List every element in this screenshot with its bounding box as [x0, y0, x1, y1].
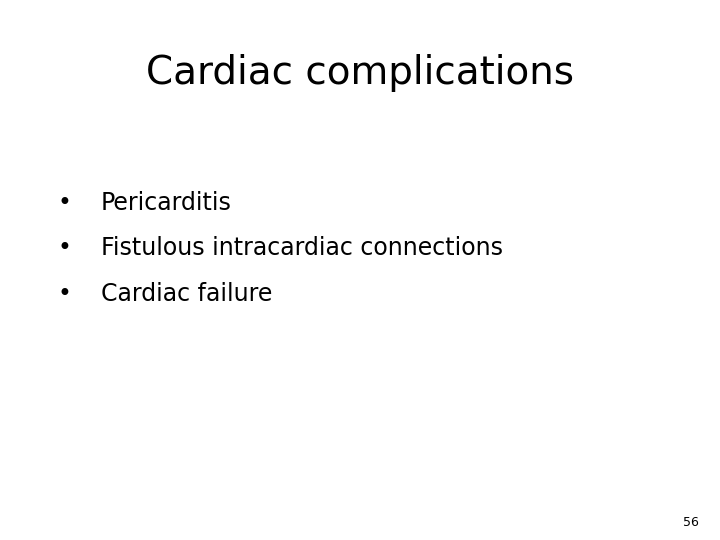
Text: •: •	[58, 237, 72, 260]
Text: •: •	[58, 282, 72, 306]
Text: Cardiac complications: Cardiac complications	[146, 54, 574, 92]
Text: 56: 56	[683, 516, 698, 529]
Text: •: •	[58, 191, 72, 214]
Text: Cardiac failure: Cardiac failure	[101, 282, 272, 306]
Text: Pericarditis: Pericarditis	[101, 191, 232, 214]
Text: Fistulous intracardiac connections: Fistulous intracardiac connections	[101, 237, 503, 260]
